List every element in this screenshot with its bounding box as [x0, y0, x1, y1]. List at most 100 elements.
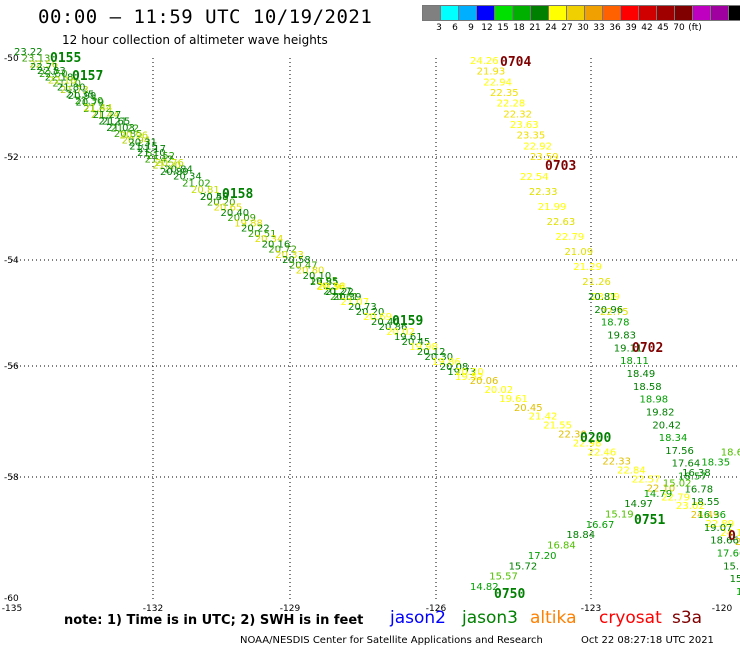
color-scale-label: 15: [497, 23, 509, 33]
credit-date: Oct 22 08:27:18 UTC 2021: [581, 635, 714, 646]
wave-height-label: 22.46: [588, 448, 617, 459]
wave-height-label: 16.84: [547, 541, 576, 552]
color-swatch: [728, 5, 740, 21]
lat-tick-label: -60: [4, 594, 19, 604]
wave-height-label: 22.84: [617, 465, 646, 476]
color-scale-label: 18: [513, 23, 525, 33]
wave-height-label: 20.36: [316, 281, 345, 292]
wave-height-label: 21.52: [146, 151, 175, 162]
wave-height-label: 18.66: [710, 536, 739, 547]
wave-height-label: 20.81: [191, 185, 220, 196]
wave-height-label: 15.72: [509, 561, 538, 572]
wave-height-label: 22.98: [573, 439, 602, 450]
grid-lines: [12, 58, 738, 600]
wave-height-label: 22.92: [523, 141, 552, 152]
wave-height-label: 20.45: [402, 337, 431, 348]
wave-height-label: 22.33: [602, 456, 631, 467]
color-scale-label: 42: [641, 23, 653, 33]
wave-height-label: 23.63: [510, 120, 539, 131]
wave-height-label: 20.47: [289, 260, 318, 271]
wave-height-label: 20.40: [221, 208, 250, 219]
pass-time-label: 0: [728, 529, 736, 544]
wave-height-label: 22.54: [520, 172, 549, 183]
wave-height-label: 20.73: [348, 302, 377, 313]
wave-height-label: 21.03: [106, 123, 135, 134]
legend-cryosat: cryosat: [599, 608, 662, 628]
wave-height-label: 20.20: [207, 197, 236, 208]
pass-time-label: 0702: [632, 341, 663, 356]
wave-height-label: 15.19: [605, 510, 634, 521]
wave-height-label: 21.93: [477, 67, 506, 78]
wave-height-label: 20.02: [484, 385, 513, 396]
wave-height-label: 22.94: [483, 77, 512, 88]
wave-height-label: 16.38: [682, 468, 711, 479]
wave-height-label: 20.58: [282, 255, 311, 266]
wave-height-label: 14.97: [624, 499, 653, 510]
wave-height-label: 21.09: [564, 247, 593, 258]
wave-height-label: 18.98: [639, 395, 668, 406]
wave-height-label: 21.42: [145, 154, 174, 165]
wave-height-label: 20.27: [323, 287, 352, 298]
wave-height-label: 21.73: [60, 85, 89, 96]
wave-height-label: 20.51: [248, 229, 277, 240]
wave-height-label: 19.07: [704, 523, 733, 534]
wave-height-label: 20.22: [241, 224, 270, 235]
wave-height-label: 22.83: [37, 66, 66, 77]
color-scale-label: 27: [561, 23, 573, 33]
wave-height-label: 19.88: [234, 218, 263, 229]
wave-height-label: 20.12: [417, 347, 446, 358]
wave-height-label: 20.61: [330, 292, 359, 303]
wave-height-label: 24.12: [720, 528, 740, 539]
wave-height-label: 20.10: [303, 271, 332, 282]
wave-height-label: 21.44: [91, 110, 120, 121]
color-scale-label: 30: [577, 23, 589, 33]
pass-time-label: 0703: [545, 159, 576, 174]
legend-jason2: jason2: [390, 608, 446, 628]
wave-height-label: 22.75: [600, 307, 629, 318]
legend-s3a: s3a: [672, 608, 703, 628]
wave-height-label: 21.55: [543, 421, 572, 432]
wave-height-label: 21.99: [538, 202, 567, 213]
wave-height-label: 18.84: [566, 530, 595, 541]
color-scale-legend: 3 6 9 12 15 18 21 24 27 30 33 36 39 42 45 70 (ft): [422, 5, 740, 33]
wave-height-label: 20.65: [214, 203, 243, 214]
lat-tick-label: -50: [4, 54, 19, 64]
wave-height-label: 19.98: [409, 342, 438, 353]
wave-height-label: 23.35: [517, 131, 546, 142]
wave-height-label: 16.78: [685, 484, 714, 495]
map-title: 00:00 – 11:59 UTC 10/19/2021: [38, 6, 373, 28]
wave-height-label: 23.22: [14, 47, 43, 58]
wave-height-label: 21.62: [83, 104, 112, 115]
wave-height-label: 20.20: [455, 367, 484, 378]
wave-height-label: 15.2: [736, 587, 740, 598]
wave-height-label: 20.80: [296, 266, 325, 277]
wave-height-label: 20.99: [68, 91, 97, 102]
lat-tick-label: -52: [4, 153, 19, 163]
lon-tick-label: -129: [280, 604, 301, 614]
lon-tick-label: -126: [426, 604, 447, 614]
wave-height-label: 19.73: [447, 367, 476, 378]
wave-height-label: 19.61: [394, 332, 423, 343]
wave-height-label: 22.71: [30, 62, 59, 73]
color-scale-label: 24: [545, 23, 557, 33]
pass-time-label: 0159: [392, 314, 423, 329]
wave-height-label: 20.72: [268, 245, 297, 256]
wave-height-label: 19.61: [499, 394, 528, 405]
wave-height-label: 19.95: [309, 276, 338, 287]
color-scale-label: 39: [625, 23, 637, 33]
wave-height-label: 21.10: [137, 148, 166, 159]
wave-height-label: 19.52: [455, 372, 484, 383]
lat-tick-label: -58: [4, 473, 19, 483]
axis-ticks: -50 -52 -54 -56 -58 -60-135 -132 -129 -126 -123 -1…: [2, 54, 733, 614]
wave-height-label: 22.30: [558, 430, 587, 441]
color-scale-label: 33: [593, 23, 605, 33]
wave-height-label: 17.66: [717, 549, 740, 560]
wave-height-label: 19.82: [646, 407, 675, 418]
wave-height-label: 20.96: [119, 130, 148, 141]
wave-height-label: 22.18: [45, 72, 74, 83]
wave-height-label: 18.34: [659, 433, 688, 444]
wave-height-label: 21.35: [66, 89, 95, 100]
wave-height-label: 21.65: [102, 117, 131, 128]
